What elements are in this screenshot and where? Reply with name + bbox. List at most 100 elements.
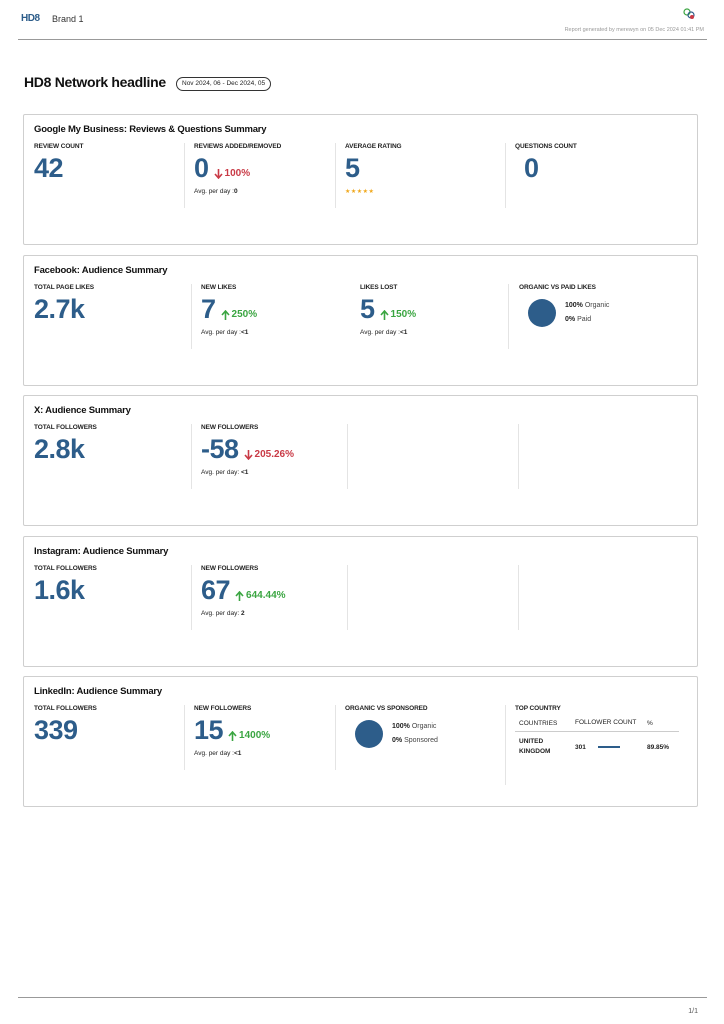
avg-per-day: Avg. per day :0 — [194, 188, 335, 195]
brand-name: Brand 1 — [52, 14, 84, 24]
count-value: 301 — [575, 743, 586, 751]
footer-divider — [18, 997, 707, 998]
card-title: LinkedIn: Audience Summary — [34, 686, 163, 697]
follower-bar — [597, 745, 620, 748]
organic-paid-pie-chart — [528, 299, 556, 327]
delta-up: 250% — [220, 309, 258, 320]
count-cell: 301 — [571, 732, 643, 763]
metric-value: 2.7k — [34, 294, 85, 324]
avg-per-day: Avg. per day: 2 — [201, 610, 347, 617]
sponsored-label: Sponsored — [404, 737, 438, 744]
avg-label: Avg. per day: — [201, 610, 240, 617]
metric-value: 15 — [194, 715, 224, 745]
average-rating-metric: AVERAGE RATING 5 ★★★★★ — [335, 143, 505, 208]
column-header: % — [643, 716, 679, 732]
delta-up: 150% — [379, 309, 417, 320]
organic-vs-sponsored-metric: ORGANIC VS SPONSORED 100% Organic 0% Spo… — [335, 705, 505, 770]
avg-per-day: Avg. per day :<1 — [201, 329, 351, 336]
metric-label: NEW FOLLOWERS — [201, 424, 259, 431]
metric-label: NEW FOLLOWERS — [201, 565, 259, 572]
empty-column — [347, 424, 518, 489]
review-count-metric: REVIEW COUNT 42 — [34, 143, 184, 208]
metric-value: 5 — [360, 294, 375, 324]
table-header-row: COUNTRIES FOLLOWER COUNT % — [515, 716, 679, 732]
column-header: COUNTRIES — [515, 716, 571, 732]
paid-pct: 0% — [565, 316, 576, 323]
organic-sponsored-pie-chart — [355, 720, 383, 748]
empty-column — [518, 424, 688, 489]
metric-label: TOTAL FOLLOWERS — [34, 705, 97, 712]
new-followers-metric: NEW FOLLOWERS 67 644.44% Avg. per day: 2 — [191, 565, 347, 630]
delta-value: 100% — [224, 168, 251, 179]
delta-value: 644.44% — [246, 590, 286, 601]
metric-label: QUESTIONS COUNT — [515, 143, 577, 150]
delta-down: 100% — [213, 168, 251, 179]
facebook-summary-card: Facebook: Audience Summary TOTAL PAGE LI… — [23, 255, 698, 386]
avg-value: <1 — [400, 329, 408, 336]
metric-value: 0 — [524, 153, 539, 183]
delta-value: 205.26% — [254, 449, 295, 460]
avg-value: <1 — [241, 329, 249, 336]
header-divider — [18, 39, 707, 40]
top-country-metric: TOP COUNTRY COUNTRIES FOLLOWER COUNT % U… — [505, 705, 690, 785]
avg-label: Avg. per day: — [201, 469, 240, 476]
avg-per-day: Avg. per day :<1 — [360, 329, 508, 336]
reviews-added-metric: REVIEWS ADDED/REMOVED 0 100% Avg. per da… — [184, 143, 335, 208]
delta-value: 150% — [390, 309, 417, 320]
avg-value: 2 — [241, 610, 245, 617]
organic-pct: 100% — [392, 723, 410, 730]
linkedin-summary-card: LinkedIn: Audience Summary TOTAL FOLLOWE… — [23, 676, 698, 807]
gmb-summary-card: Google My Business: Reviews & Questions … — [23, 114, 698, 245]
card-title: X: Audience Summary — [34, 405, 131, 416]
x-summary-card: X: Audience Summary TOTAL FOLLOWERS 2.8k… — [23, 395, 698, 526]
total-followers-metric: TOTAL FOLLOWERS 1.6k — [34, 565, 191, 630]
arrow-up-icon — [379, 309, 389, 320]
report-generated-text: Report generated by merewyn on 05 Dec 20… — [564, 27, 704, 33]
paid-label: Paid — [577, 316, 592, 323]
metric-value: 7 — [201, 294, 216, 324]
organic-label: Organic — [584, 302, 610, 309]
metric-value: 1.6k — [34, 575, 85, 605]
metric-value: 42 — [34, 153, 64, 183]
report-header: HD8 Brand 1 Report generated by merewyn … — [0, 0, 724, 40]
metric-label: NEW FOLLOWERS — [194, 705, 252, 712]
metric-label: AVERAGE RATING — [345, 143, 402, 150]
page-title: HD8 Network headline — [24, 74, 166, 90]
delta-value: 1400% — [239, 730, 271, 741]
metric-label: ORGANIC VS SPONSORED — [345, 705, 428, 712]
organic-pct: 100% — [565, 302, 583, 309]
pct-cell: 89.85% — [647, 743, 670, 751]
metric-label: ORGANIC VS PAID LIKES — [519, 284, 596, 291]
arrow-down-icon — [243, 449, 253, 460]
country-cell: UNITED KINGDOM — [519, 738, 551, 755]
metric-label: TOTAL FOLLOWERS — [34, 424, 97, 431]
avg-label: Avg. per day : — [360, 329, 400, 336]
metric-label: LIKES LOST — [360, 284, 398, 291]
arrow-up-icon — [235, 590, 244, 601]
metric-value: 2.8k — [34, 434, 85, 464]
metric-label: REVIEWS ADDED/REMOVED — [194, 143, 282, 150]
avg-value: <1 — [234, 750, 242, 757]
empty-column — [518, 565, 688, 630]
arrow-up-icon — [220, 309, 230, 320]
card-title: Google My Business: Reviews & Questions … — [34, 124, 267, 135]
card-title: Instagram: Audience Summary — [34, 546, 169, 557]
delta-up: 1400% — [228, 730, 270, 741]
organic-vs-paid-metric: ORGANIC VS PAID LIKES 100% Organic 0% Pa… — [508, 284, 688, 349]
avg-label: Avg. per day : — [201, 329, 241, 336]
metric-value: 67 — [201, 575, 231, 605]
avg-label: Avg. per day : — [194, 188, 234, 195]
top-country-table: COUNTRIES FOLLOWER COUNT % UNITED KINGDO… — [515, 716, 679, 762]
empty-column — [347, 565, 518, 630]
delta-value: 250% — [231, 309, 258, 320]
metric-label: TOP COUNTRY — [515, 705, 561, 712]
instagram-summary-card: Instagram: Audience Summary TOTAL FOLLOW… — [23, 536, 698, 667]
arrow-up-icon — [228, 730, 237, 741]
avg-value: <1 — [241, 469, 249, 476]
hd8-logo: HD8 — [21, 13, 40, 24]
metric-label: NEW LIKES — [201, 284, 237, 291]
metric-value: 5 — [345, 153, 360, 183]
total-followers-metric: TOTAL FOLLOWERS 339 — [34, 705, 184, 770]
avg-value: 0 — [234, 188, 238, 195]
total-page-likes-metric: TOTAL PAGE LIKES 2.7k — [34, 284, 191, 349]
